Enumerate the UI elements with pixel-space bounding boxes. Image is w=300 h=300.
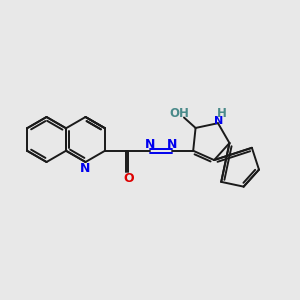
Text: OH: OH: [169, 106, 189, 120]
Text: N: N: [80, 161, 91, 175]
Text: H: H: [217, 107, 227, 120]
Text: N: N: [214, 116, 224, 126]
Text: N: N: [167, 138, 177, 151]
Text: O: O: [123, 172, 134, 185]
Text: N: N: [145, 138, 155, 151]
